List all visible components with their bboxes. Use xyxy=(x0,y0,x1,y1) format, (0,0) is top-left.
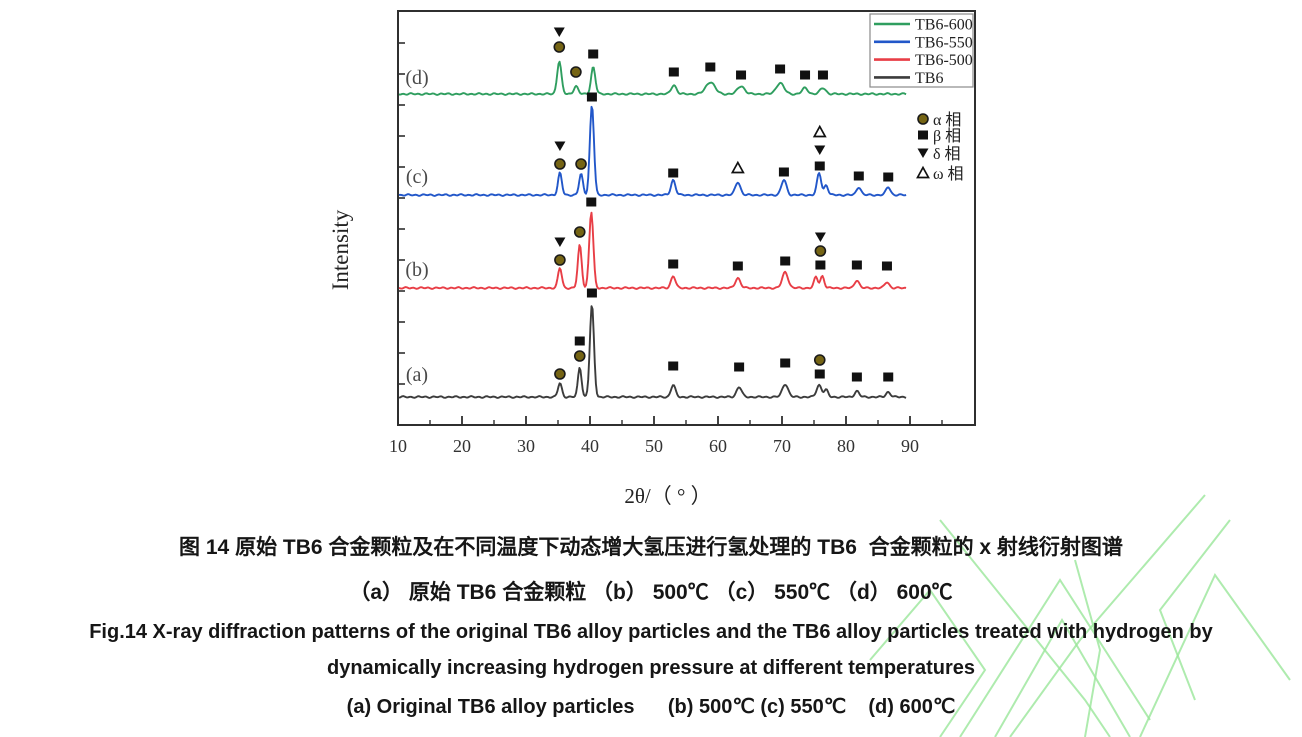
delta-phase-marker-icon xyxy=(554,237,566,247)
x-axis-tick-label: 70 xyxy=(773,436,791,456)
x-axis-label: 2θ/（ ° ） xyxy=(624,484,711,508)
beta-phase-marker-icon xyxy=(881,261,892,271)
beta-phase-marker-icon xyxy=(588,49,599,59)
trace-TB6-550 xyxy=(398,105,907,197)
delta-phase-marker-icon xyxy=(814,145,826,155)
trace-TB6-600 xyxy=(398,60,907,96)
caption-chinese-subtitle: （a） 原始 TB6 合金颗粒 （b） 500℃ （c） 550℃ （d） 60… xyxy=(349,581,953,604)
beta-phase-marker-icon xyxy=(586,288,597,298)
beta-phase-marker-icon xyxy=(586,92,597,102)
delta-phase-marker-icon xyxy=(553,27,565,37)
trace-TB6 xyxy=(398,305,907,399)
caption-english-title-line1: Fig.14 X-ray diffraction patterns of the… xyxy=(89,621,1213,643)
alpha-phase-marker-icon xyxy=(570,66,582,78)
phase-legend-label: ω 相 xyxy=(933,165,964,183)
y-axis-label: Intensity xyxy=(328,209,353,290)
x-axis-tick-label: 10 xyxy=(389,436,407,456)
beta-phase-marker-icon xyxy=(586,197,597,207)
beta-phase-marker-icon xyxy=(780,256,791,266)
alpha-phase-marker-icon xyxy=(554,254,566,266)
delta-phase-marker-icon xyxy=(814,232,826,242)
beta-phase-marker-icon xyxy=(775,64,786,74)
beta-phase-marker-icon xyxy=(851,372,862,382)
legend-label: TB6-550 xyxy=(915,34,973,51)
beta-phase-marker-icon xyxy=(734,362,745,372)
beta-phase-marker-icon xyxy=(800,70,811,80)
alpha-phase-marker-icon xyxy=(553,41,566,53)
legend-entry-TB6-500: TB6-500 xyxy=(874,52,973,69)
beta-phase-marker-icon xyxy=(732,261,743,271)
phase-legend-label: β 相 xyxy=(933,127,961,145)
xrd-chart: 10 20 30 40 50 60 70 80 90 2θ/（ ° ） Intensity (d) (c… xyxy=(328,10,976,508)
phase-legend-entry: ω 相 xyxy=(916,165,964,183)
omega-phase-marker-icon xyxy=(812,124,827,138)
legend-label: TB6-500 xyxy=(915,52,973,69)
alpha-phase-marker-icon xyxy=(575,158,587,170)
alpha-phase-marker-icon xyxy=(554,368,566,380)
phase-legend-label: α 相 xyxy=(933,111,961,129)
omega-phase-marker-icon xyxy=(730,160,745,174)
x-axis-tick-label: 90 xyxy=(901,436,919,456)
legend-entry-TB6-550: TB6-550 xyxy=(874,34,973,51)
legend-entry-TB6-600: TB6-600 xyxy=(874,17,973,34)
alpha-phase-marker-icon xyxy=(814,245,827,257)
series-tag-TB6: (a) xyxy=(406,364,428,386)
beta-phase-marker-icon xyxy=(851,260,862,270)
caption-chinese-title: 图 14 原始 TB6 合金颗粒及在不同温度下动态增大氢压进行氢处理的 TB6 … xyxy=(179,536,1123,559)
alpha-phase-marker-icon xyxy=(573,226,586,238)
beta-phase-marker-icon xyxy=(814,161,825,171)
beta-phase-marker-icon xyxy=(815,260,826,270)
caption-english-title-line2: dynamically increasing hydrogen pressure… xyxy=(327,657,975,679)
beta-phase-marker-icon xyxy=(780,358,791,368)
x-axis-tick-label: 80 xyxy=(837,436,855,456)
legend-label: TB6-600 xyxy=(915,17,973,34)
series-tag-TB6-600: (d) xyxy=(405,67,428,89)
beta-phase-marker-icon xyxy=(736,70,747,80)
beta-phase-marker-icon xyxy=(883,372,894,382)
phase-legend-entry: δ 相 xyxy=(917,145,961,163)
legend-box xyxy=(869,13,974,88)
x-axis-tick-label: 20 xyxy=(453,436,471,456)
legend-label: TB6 xyxy=(915,70,943,87)
trace-TB6-500 xyxy=(398,211,907,290)
alpha-phase-marker-icon xyxy=(813,354,826,366)
x-axis-tick-label: 50 xyxy=(645,436,663,456)
phase-legend-label: δ 相 xyxy=(933,145,961,163)
phase-legend-entry: β 相 xyxy=(918,127,961,145)
beta-phase-marker-icon xyxy=(574,336,585,346)
beta-phase-marker-icon xyxy=(668,361,679,371)
phase-legend-entry: α 相 xyxy=(917,111,961,129)
delta-phase-marker-icon xyxy=(917,148,929,158)
series-tag-TB6-550: (c) xyxy=(406,166,428,188)
x-axis-tick-label: 30 xyxy=(517,436,535,456)
caption-english-subtitle: (a) Original TB6 alloy particles (b) 500… xyxy=(346,696,956,718)
beta-phase-marker-icon xyxy=(814,369,825,379)
alpha-phase-marker-icon xyxy=(554,158,566,170)
x-axis-tick-label: 40 xyxy=(581,436,599,456)
omega-phase-marker-icon xyxy=(916,165,930,179)
beta-phase-marker-icon xyxy=(705,62,716,72)
beta-phase-marker-icon xyxy=(883,172,894,182)
beta-phase-marker-icon xyxy=(853,171,864,181)
delta-phase-marker-icon xyxy=(554,141,566,151)
beta-phase-marker-icon xyxy=(817,70,828,80)
legend-entry-TB6: TB6 xyxy=(874,70,943,87)
alpha-phase-marker-icon xyxy=(917,113,929,125)
series-tag-TB6-500: (b) xyxy=(405,259,428,281)
x-axis-tick-label: 60 xyxy=(709,436,727,456)
beta-phase-marker-icon xyxy=(778,167,789,177)
beta-phase-marker-icon xyxy=(668,168,679,178)
beta-phase-marker-icon xyxy=(668,67,679,77)
beta-phase-marker-icon xyxy=(918,130,928,140)
alpha-phase-marker-icon xyxy=(573,350,586,362)
beta-phase-marker-icon xyxy=(668,259,679,269)
